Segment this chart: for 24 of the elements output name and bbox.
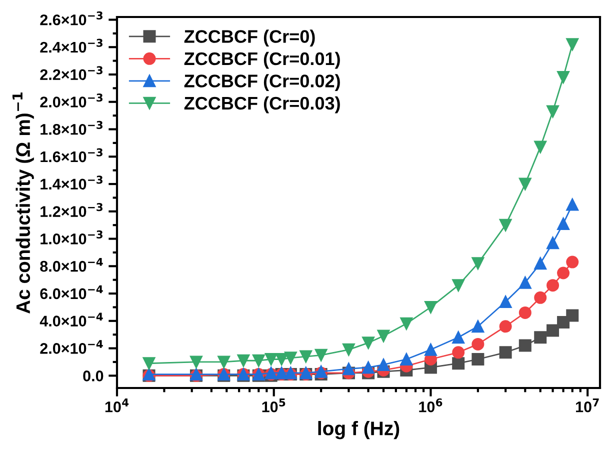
y-tick-label: 2.0×10$^{−4}$ bbox=[40, 340, 103, 354]
x-axis-title: log f (Hz) bbox=[318, 420, 400, 440]
y-tick-label: 1.2×10$^{−3}$ bbox=[40, 203, 102, 217]
legend-label: ZCCBCF (Cr=0.02) bbox=[184, 74, 340, 91]
y-tick-label: 1.8×10$^{−3}$ bbox=[40, 120, 102, 135]
y-tick-label: 1.4×10$^{−3}$ bbox=[40, 176, 102, 190]
legend-label: ZCCBCF (Cr=0.03) bbox=[184, 96, 340, 114]
y-tick-label: 2.6×10$^{−3}$ bbox=[40, 11, 102, 26]
x-tick-label: 10$^{7}$ bbox=[576, 398, 599, 412]
y-tick-label: 0.0 bbox=[83, 370, 104, 382]
legend-label: ZCCBCF (Cr=0) bbox=[184, 30, 315, 46]
legend-label: ZCCBCF (Cr=0.01) bbox=[184, 52, 340, 69]
y-tick-label: 1.6×10$^{−3}$ bbox=[40, 148, 102, 162]
x-tick-label: 10$^{5}$ bbox=[262, 398, 286, 412]
x-tick-label: 10$^{6}$ bbox=[419, 398, 442, 412]
y-tick-label: 6.0×10$^{−4}$ bbox=[40, 285, 103, 300]
y-tick-label: 2.0×10$^{−3}$ bbox=[40, 94, 102, 108]
y-tick-label: 2.4×10$^{−3}$ bbox=[40, 38, 102, 53]
y-tick-label: 8.0×10$^{−4}$ bbox=[40, 258, 103, 272]
y-axis-title: Ac conductivity (Ω m)$^{−1}$ bbox=[12, 92, 34, 314]
y-tick-label: 4.0×10$^{−4}$ bbox=[40, 312, 103, 326]
y-tick-label: 2.2×10$^{−3}$ bbox=[40, 66, 102, 80]
x-tick-label: 10$^{4}$ bbox=[105, 398, 129, 412]
y-tick-label: 1.0×10$^{−3}$ bbox=[40, 230, 102, 244]
